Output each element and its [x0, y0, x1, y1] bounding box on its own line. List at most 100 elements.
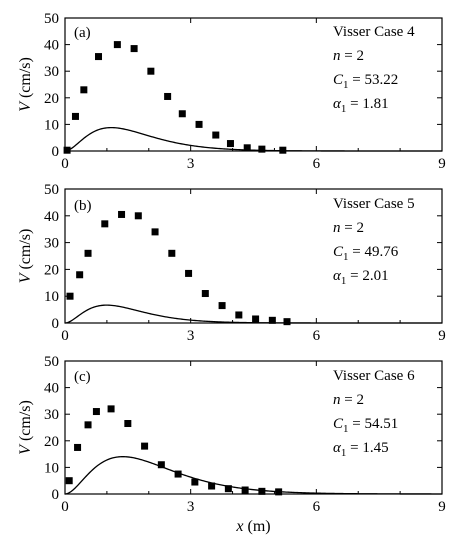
panel-a-frame — [64, 17, 443, 152]
panel-b-xtick-label: 9 — [438, 328, 446, 344]
panel-c-n: n = 2 — [333, 392, 364, 408]
panel-c-ylabel: V (cm/s) — [17, 400, 34, 455]
panel-b-ytick-label: 0 — [52, 316, 60, 332]
panel-b-ytick-label: 40 — [44, 209, 59, 225]
panel-a-data-point — [178, 110, 186, 118]
panel-a-data-point — [113, 41, 121, 49]
panel-b-data-point — [151, 228, 159, 236]
panel-c-data-point — [92, 408, 100, 416]
panel-a-ytick-label: 0 — [52, 144, 60, 160]
panel-b-xtick-label: 6 — [313, 328, 321, 344]
panel-b-ytick-label: 10 — [44, 289, 59, 305]
panel-c-data-point — [224, 485, 232, 493]
panel-b-data-point — [168, 249, 176, 257]
panel-a-xtick-label: 3 — [187, 156, 195, 172]
panel-c-ytick-label: 40 — [44, 381, 59, 397]
panel-b-data-point — [235, 311, 243, 319]
panel-c-xtick-label: 0 — [61, 499, 69, 515]
panel-a-data-point — [63, 146, 71, 154]
panel-a-ytick-label: 20 — [44, 91, 59, 107]
panel-c-data-point — [258, 487, 266, 495]
panel-a-ytick-label: 30 — [44, 64, 59, 80]
panel-c-c1: C1 = 54.51 — [333, 416, 398, 435]
panel-c-data-point — [241, 486, 249, 494]
panel-b-data-point — [134, 212, 142, 220]
panel-c-ytick-label: 20 — [44, 434, 59, 450]
panel-a-data-point — [95, 53, 103, 61]
panel-c-data-point — [191, 478, 199, 486]
panel-b-ytick-label: 50 — [44, 182, 59, 198]
panel-a-data-point — [212, 131, 220, 139]
panel-c-data-point — [275, 488, 283, 496]
panel-a-case: Visser Case 4 — [333, 24, 415, 40]
panel-b: (b) Visser Case 5 n = 2 C1 = 49.76 α1 = … — [17, 182, 446, 344]
panel-c-xtick-label: 9 — [438, 499, 446, 515]
panel-b-data-point — [185, 269, 193, 277]
panel-a-data-point — [80, 86, 88, 94]
panel-b-data-point — [252, 315, 260, 323]
panel-a-data-point — [195, 120, 203, 128]
panel-b-data-point — [268, 316, 276, 324]
panel-c-ytick-label: 0 — [52, 487, 60, 503]
panel-c-data-point — [74, 443, 82, 451]
panel-b-ytick-label: 30 — [44, 236, 59, 252]
panel-c-case: Visser Case 6 — [333, 368, 415, 384]
panel-a-xtick-label: 0 — [61, 156, 69, 172]
panel-a-data-point — [130, 45, 138, 53]
panel-c-data-point — [107, 405, 115, 413]
panel-c-data-point — [124, 420, 132, 428]
panel-a-c1: C1 = 53.22 — [333, 72, 398, 91]
panel-a-data-point — [243, 144, 251, 152]
panel-b-n: n = 2 — [333, 220, 364, 236]
panel-a-ytick-label: 40 — [44, 38, 59, 54]
panel-c-data-point — [84, 421, 92, 429]
panel-c-ytick-label: 30 — [44, 407, 59, 423]
panel-b-data-point — [283, 318, 291, 326]
panel-b-label: (b) — [74, 198, 92, 214]
panel-a-data-point — [147, 67, 155, 75]
panel-a-xtick-label: 9 — [438, 156, 446, 172]
panel-c-ytick-label: 50 — [44, 354, 59, 370]
panel-a-data-point — [226, 140, 234, 148]
panel-a-alpha1: α1 = 1.81 — [333, 96, 389, 115]
x-axis-label: x (m) — [235, 518, 270, 535]
panel-a-xtick-label: 6 — [313, 156, 321, 172]
panel-b-data-point — [66, 292, 74, 300]
panel-a-fit-curve — [64, 126, 442, 152]
panel-b-data-point — [101, 220, 109, 228]
panel-c-label: (c) — [74, 369, 91, 385]
panel-b-ytick-label: 20 — [44, 262, 59, 278]
panel-a-ytick-label: 50 — [44, 11, 59, 27]
panel-c-xtick-label: 6 — [313, 499, 321, 515]
panel-b-c1: C1 = 49.76 — [333, 244, 399, 263]
panel-b-data-point — [218, 302, 226, 310]
panel-c-fit-curve — [64, 456, 442, 495]
panel-a-label: (a) — [74, 25, 91, 41]
panel-b-case: Visser Case 5 — [333, 196, 415, 212]
panel-b-alpha1: α1 = 2.01 — [333, 268, 389, 287]
panel-c-data-point — [174, 470, 182, 478]
panel-c-data-point — [157, 461, 165, 469]
panel-a: (a) Visser Case 4 n = 2 C1 = 53.22 α1 = … — [17, 11, 446, 172]
panel-b-data-point — [118, 210, 126, 218]
panel-a-ylabel: V (cm/s) — [17, 57, 34, 112]
panel-b-xtick-label: 3 — [187, 328, 195, 344]
panel-c-data-point — [208, 482, 216, 490]
panel-b-data-point — [201, 290, 209, 298]
panel-c-data-point — [65, 477, 73, 485]
panel-c: (c) Visser Case 6 n = 2 C1 = 54.51 α1 = … — [17, 354, 446, 535]
panel-c-frame — [64, 360, 443, 495]
panel-b-fit-curve — [64, 304, 442, 324]
panel-b-xtick-label: 0 — [61, 328, 69, 344]
panel-c-alpha1: α1 = 1.45 — [333, 440, 389, 459]
panel-a-ytick-label: 10 — [44, 117, 59, 133]
panel-b-ylabel: V (cm/s) — [17, 229, 34, 284]
panel-b-data-point — [76, 271, 84, 279]
panel-a-n: n = 2 — [333, 48, 364, 64]
panel-c-data-point — [141, 442, 149, 450]
panel-a-data-point — [258, 145, 266, 153]
panel-a-data-point — [279, 146, 287, 154]
panel-c-ytick-label: 10 — [44, 460, 59, 476]
panel-b-data-point — [84, 249, 92, 257]
